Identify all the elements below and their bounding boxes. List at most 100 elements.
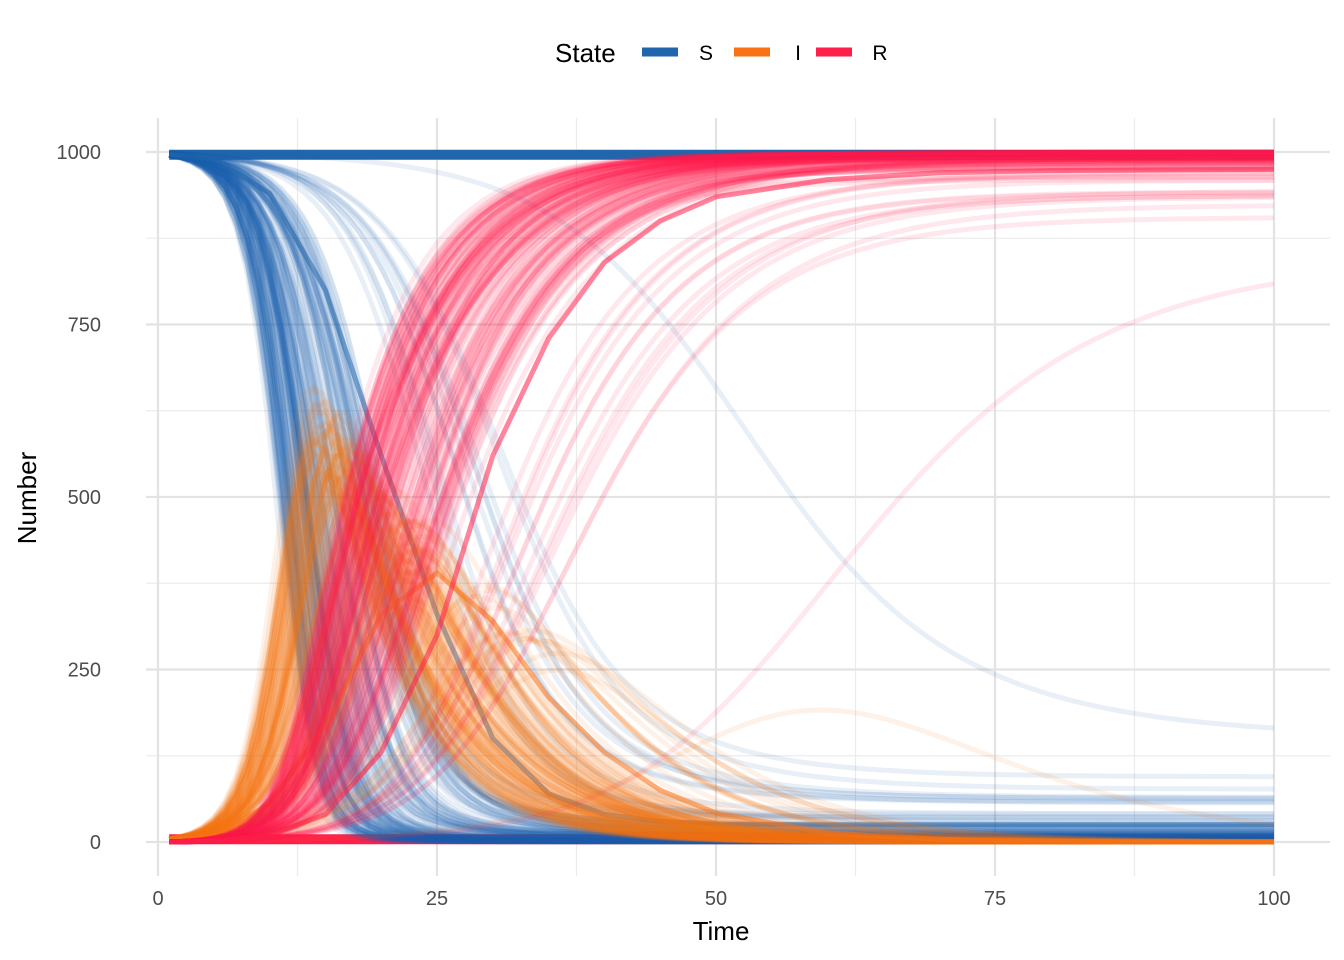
series-R-trajectory bbox=[169, 152, 1274, 845]
series-S-trajectory bbox=[168, 151, 1274, 837]
series-S-trajectory bbox=[169, 151, 1274, 805]
legend-entry-S: S bbox=[642, 42, 713, 65]
series-S-trajectory bbox=[168, 152, 1274, 838]
series-R-trajectory bbox=[169, 173, 1274, 845]
series-R-trajectory bbox=[169, 150, 1274, 845]
y-tick-labels: 0 250 500 750 1000 bbox=[57, 142, 102, 854]
series-S-trajectory bbox=[169, 151, 1274, 839]
series-R-trajectory bbox=[169, 150, 1274, 845]
series-S-trajectory bbox=[168, 152, 1274, 838]
series-R-trajectory bbox=[169, 150, 1274, 845]
series-R-trajectory bbox=[169, 150, 1274, 845]
series-R-trajectory bbox=[169, 150, 1274, 845]
series-R-trajectory bbox=[169, 162, 1274, 845]
series-R-trajectory bbox=[169, 152, 1274, 845]
series-R-trajectory bbox=[169, 164, 1274, 845]
y-tick-label: 500 bbox=[68, 487, 101, 509]
series-R-trajectory bbox=[169, 157, 1275, 845]
series-R-trajectory bbox=[169, 150, 1274, 845]
series-R-trajectory bbox=[169, 150, 1274, 845]
series-R-trajectory bbox=[169, 153, 1274, 845]
series-S-trajectory bbox=[169, 151, 1274, 835]
x-tick-label: 0 bbox=[152, 888, 163, 910]
series-R-trajectory bbox=[169, 149, 1274, 845]
series-R-trajectory bbox=[169, 156, 1274, 845]
series-R-trajectory bbox=[169, 156, 1274, 845]
series-R-trajectory bbox=[169, 149, 1274, 845]
series-R-trajectory bbox=[169, 150, 1274, 845]
series-R-trajectory bbox=[169, 156, 1274, 845]
series-S-trajectory bbox=[168, 152, 1274, 837]
series-R-trajectory bbox=[169, 149, 1274, 845]
series-S-trajectory bbox=[169, 151, 1274, 801]
series-R-trajectory bbox=[169, 175, 1274, 845]
series-R-trajectory bbox=[169, 152, 1274, 845]
series-R-trajectory bbox=[169, 173, 1274, 845]
series-R-trajectory bbox=[169, 153, 1274, 845]
series-R-trajectory bbox=[169, 154, 1274, 845]
series-R-trajectory bbox=[169, 150, 1274, 845]
series-R-trajectory bbox=[169, 153, 1274, 845]
series-R-trajectory bbox=[169, 151, 1274, 845]
series-S-trajectory bbox=[169, 151, 1274, 838]
series-R-trajectory bbox=[169, 150, 1274, 845]
series-S-trajectory bbox=[168, 152, 1274, 842]
series-S-trajectory bbox=[169, 150, 1274, 839]
series-R-trajectory bbox=[169, 151, 1274, 845]
series-R-trajectory bbox=[169, 155, 1274, 845]
series-R-trajectory bbox=[169, 149, 1275, 845]
series-S-trajectory bbox=[168, 152, 1274, 832]
series-R-trajectory bbox=[169, 150, 1274, 845]
series-R-trajectory bbox=[169, 160, 1274, 845]
series-R-trajectory bbox=[169, 169, 1274, 845]
series-S-trajectory bbox=[169, 151, 1274, 817]
series-R-line bbox=[169, 166, 1275, 845]
legend: State S I R bbox=[555, 38, 888, 68]
series-R-trajectory bbox=[169, 157, 1274, 845]
series-S-trajectory bbox=[168, 151, 1274, 838]
series-R-trajectory bbox=[169, 150, 1274, 845]
series-S-trajectory bbox=[168, 151, 1274, 832]
series-R-trajectory bbox=[169, 156, 1274, 845]
series-R-trajectory bbox=[169, 151, 1274, 845]
series-R-trajectory bbox=[169, 150, 1274, 845]
series-R-trajectory bbox=[169, 150, 1274, 845]
series-S-trajectory bbox=[169, 151, 1274, 834]
series-S-trajectory bbox=[168, 151, 1274, 838]
series-R-trajectory bbox=[169, 150, 1274, 845]
series-R-trajectory bbox=[169, 162, 1274, 845]
y-tick-label: 250 bbox=[68, 660, 101, 682]
series-R-trajectory bbox=[169, 160, 1274, 845]
y-tick-label: 750 bbox=[68, 315, 101, 337]
series-R-trajectory bbox=[169, 152, 1274, 845]
series-R-trajectory bbox=[169, 281, 1275, 845]
x-tick-label: 50 bbox=[705, 888, 727, 910]
series-R-trajectory bbox=[169, 150, 1274, 845]
series-R-trajectory bbox=[169, 178, 1274, 845]
series-R-trajectory bbox=[169, 149, 1274, 845]
series-R-trajectory bbox=[169, 151, 1274, 845]
series-S-trajectory bbox=[168, 151, 1274, 837]
series-R-trajectory bbox=[169, 161, 1274, 845]
series-R-trajectory bbox=[169, 160, 1274, 845]
series-S-trajectory bbox=[168, 152, 1274, 833]
series-R-trajectory bbox=[169, 153, 1274, 845]
series-R-trajectory bbox=[169, 151, 1274, 845]
series-R-trajectory bbox=[169, 155, 1274, 845]
series-R-trajectory bbox=[169, 153, 1274, 845]
series-R-trajectory bbox=[169, 150, 1274, 845]
legend-label-S: S bbox=[699, 42, 713, 65]
legend-label-I: I bbox=[795, 42, 801, 65]
series-R-trajectory bbox=[169, 152, 1274, 845]
series-R-trajectory bbox=[169, 150, 1274, 845]
series-S-trajectory bbox=[168, 152, 1274, 838]
series-R-trajectory bbox=[169, 156, 1274, 845]
series-R-trajectory bbox=[169, 151, 1274, 845]
series-R-trajectory bbox=[169, 156, 1274, 845]
series-R-trajectory bbox=[169, 189, 1274, 845]
series-R-trajectory bbox=[169, 152, 1274, 845]
series-R-trajectory bbox=[169, 150, 1274, 845]
series-R-trajectory bbox=[169, 150, 1274, 845]
series-R-trajectory bbox=[169, 155, 1274, 845]
